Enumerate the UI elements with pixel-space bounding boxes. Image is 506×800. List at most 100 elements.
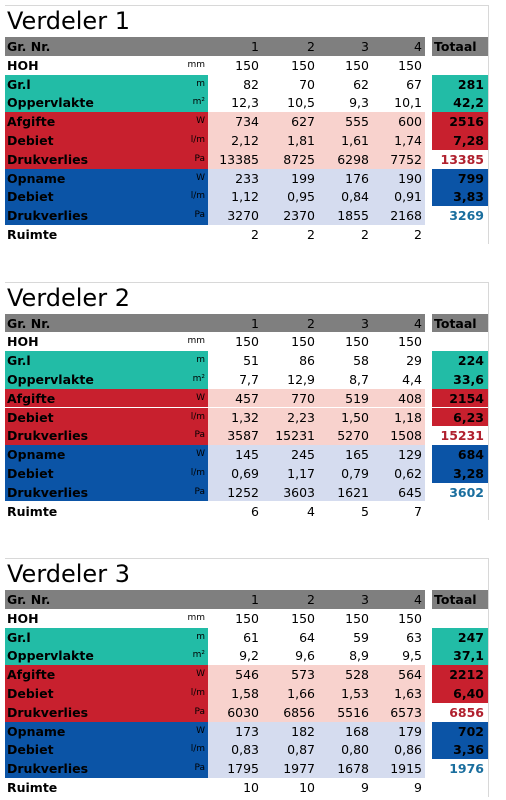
row-label: Afgifte bbox=[7, 667, 56, 683]
row-label: Debiet bbox=[7, 742, 54, 758]
value-cell: 150 bbox=[235, 610, 259, 626]
values-bg bbox=[208, 388, 425, 408]
row-label: Debiet bbox=[7, 409, 54, 425]
values-bg bbox=[208, 168, 425, 188]
table-title: Verdeler 3 bbox=[7, 560, 130, 588]
value-cell: 150 bbox=[235, 334, 259, 350]
value-cell: 67 bbox=[406, 76, 422, 92]
value-cell: 150 bbox=[345, 57, 369, 73]
value-cell: 645 bbox=[398, 484, 422, 500]
value-cell: 627 bbox=[291, 114, 315, 130]
header-col: 1 bbox=[251, 315, 259, 331]
row-unit: W bbox=[196, 669, 205, 680]
total-cell: 3,28 bbox=[432, 463, 488, 483]
value-cell: 2,12 bbox=[231, 133, 259, 148]
total-cell: 42,2 bbox=[432, 93, 488, 113]
row-label: Debiet bbox=[7, 189, 54, 205]
value-cell: 150 bbox=[291, 57, 315, 73]
value-cell: 150 bbox=[291, 334, 315, 350]
value-cell: 408 bbox=[398, 390, 422, 406]
value-cell: 165 bbox=[345, 447, 369, 463]
value-cell: 1621 bbox=[337, 484, 369, 500]
row-label: HOH bbox=[7, 334, 39, 350]
total-cell: 3269 bbox=[449, 208, 484, 224]
value-cell: 0,80 bbox=[341, 742, 369, 758]
value-cell: 7752 bbox=[390, 151, 422, 167]
row-unit: Pa bbox=[194, 706, 205, 717]
total-cell: 1976 bbox=[449, 761, 484, 777]
label-bg bbox=[5, 702, 208, 722]
row-unit: l/m bbox=[190, 135, 205, 145]
row-unit: W bbox=[196, 392, 205, 403]
value-cell: 150 bbox=[398, 57, 422, 73]
value-cell: 7,7 bbox=[239, 371, 259, 387]
row-unit: l/m bbox=[190, 191, 205, 202]
values-bg bbox=[208, 702, 425, 722]
value-cell: 600 bbox=[398, 114, 422, 130]
total-cell: 3,36 bbox=[432, 740, 488, 760]
value-cell: 2 bbox=[414, 227, 422, 242]
value-cell: 734 bbox=[235, 114, 259, 130]
row-label: Ruimte bbox=[7, 227, 58, 242]
total-cell: 2516 bbox=[432, 112, 488, 131]
value-cell: 245 bbox=[291, 447, 315, 463]
value-cell: 564 bbox=[398, 667, 422, 683]
table-frame bbox=[5, 5, 489, 244]
value-cell: 573 bbox=[291, 667, 315, 683]
row-label: Opname bbox=[7, 447, 66, 463]
total-cell: 33,6 bbox=[432, 369, 488, 389]
value-cell: 9 bbox=[414, 780, 422, 795]
row-unit: W bbox=[196, 449, 205, 460]
value-cell: 1,50 bbox=[341, 409, 369, 425]
value-cell: 1915 bbox=[390, 761, 422, 777]
total-cell: 2154 bbox=[432, 388, 488, 408]
value-cell: 12,3 bbox=[231, 95, 259, 111]
value-cell: 6573 bbox=[390, 704, 422, 720]
label-bg bbox=[5, 759, 208, 778]
value-cell: 528 bbox=[345, 667, 369, 683]
value-cell: 10 bbox=[299, 780, 315, 795]
value-cell: 9,2 bbox=[239, 648, 259, 664]
total-cell: 15231 bbox=[440, 428, 485, 444]
row-unit: W bbox=[196, 725, 205, 736]
total-cell: 6856 bbox=[449, 704, 484, 720]
header-label: Gr. Nr. bbox=[7, 592, 51, 607]
header-col: 3 bbox=[361, 39, 369, 54]
label-bg bbox=[5, 463, 208, 483]
value-cell: 5270 bbox=[337, 428, 369, 444]
row-label: Oppervlakte bbox=[7, 648, 94, 664]
value-cell: 4 bbox=[307, 503, 315, 519]
value-cell: 86 bbox=[299, 353, 315, 369]
values-bg bbox=[208, 482, 425, 502]
values-bg bbox=[208, 665, 425, 684]
label-bg bbox=[5, 482, 208, 502]
row-unit: Pa bbox=[194, 763, 205, 774]
row-label: Debiet bbox=[7, 465, 54, 481]
row-label: Afgifte bbox=[7, 390, 56, 406]
total-cell: 2212 bbox=[432, 665, 488, 684]
value-cell: 168 bbox=[345, 723, 369, 739]
row-label: Drukverlies bbox=[7, 704, 89, 720]
total-cell: 3602 bbox=[449, 484, 484, 500]
header-band bbox=[5, 37, 425, 56]
label-bg bbox=[5, 665, 208, 684]
value-cell: 1,63 bbox=[394, 686, 422, 701]
values-bg bbox=[208, 445, 425, 464]
total-cell: 37,1 bbox=[432, 646, 488, 666]
total-cell: 684 bbox=[432, 445, 488, 464]
value-cell: 1,18 bbox=[394, 409, 422, 425]
row-label: Afgifte bbox=[7, 114, 56, 130]
label-bg bbox=[5, 684, 208, 703]
value-cell: 1,53 bbox=[341, 686, 369, 701]
row-label: Drukverlies bbox=[7, 151, 89, 167]
row-unit: m² bbox=[192, 650, 205, 661]
value-cell: 9,3 bbox=[349, 95, 369, 111]
value-cell: 1508 bbox=[390, 428, 422, 444]
label-bg bbox=[5, 646, 208, 666]
value-cell: 61 bbox=[243, 629, 259, 645]
value-cell: 199 bbox=[291, 170, 315, 186]
row-label: Oppervlakte bbox=[7, 371, 94, 387]
value-cell: 150 bbox=[235, 57, 259, 73]
values-bg bbox=[208, 426, 425, 446]
value-cell: 63 bbox=[406, 629, 422, 645]
